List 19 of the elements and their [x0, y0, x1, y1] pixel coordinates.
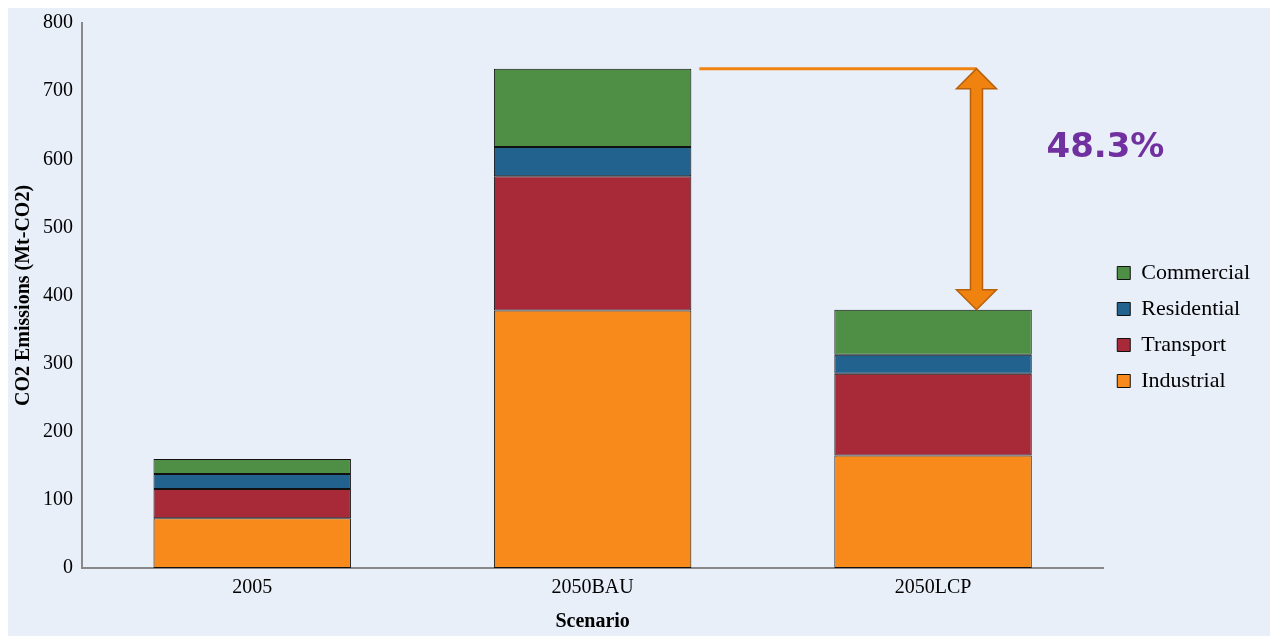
y-tick-label: 500 — [43, 214, 73, 237]
annotation: 48.3% — [1046, 125, 1165, 166]
y-tick-label: 700 — [43, 78, 73, 101]
x-tick-label: 2005 — [232, 575, 273, 598]
legend-label: Commercial — [1141, 258, 1251, 284]
x-axis-title: Scenario — [555, 609, 630, 632]
y-tick-label: 100 — [43, 487, 73, 510]
x-tick-label: 2050LCP — [894, 575, 972, 598]
y-tick-label: 800 — [43, 10, 73, 33]
y-tick-label: 600 — [43, 146, 73, 169]
legend-label: Residential — [1141, 294, 1241, 320]
y-tick-label: 0 — [63, 555, 73, 578]
y-axis-title: CO2 Emissions (Mt-CO2) — [11, 184, 35, 407]
y-tick-label: 400 — [43, 282, 73, 305]
legend-label: Transport — [1141, 330, 1227, 356]
y-tick-label: 200 — [43, 419, 73, 441]
x-tick-label: 2050BAU — [551, 575, 635, 598]
y-tick-label: 300 — [43, 350, 73, 373]
legend-label: Industrial — [1141, 366, 1226, 392]
